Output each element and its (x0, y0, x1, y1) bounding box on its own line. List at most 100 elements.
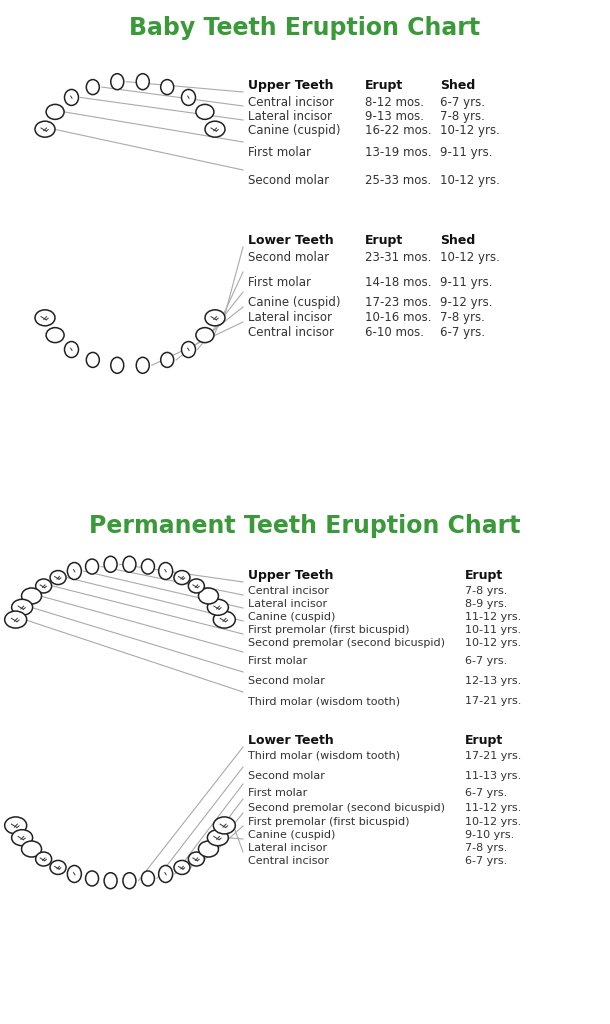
Ellipse shape (46, 104, 64, 120)
Text: First premolar (first bicuspid): First premolar (first bicuspid) (248, 625, 409, 635)
Text: 9-11 yrs.: 9-11 yrs. (440, 146, 492, 159)
Ellipse shape (188, 579, 204, 593)
Text: First premolar (first bicuspid): First premolar (first bicuspid) (248, 817, 409, 827)
Ellipse shape (111, 74, 124, 90)
Text: Upper Teeth: Upper Teeth (248, 569, 334, 582)
Text: First molar: First molar (248, 276, 311, 289)
Text: Baby Teeth Eruption Chart: Baby Teeth Eruption Chart (129, 16, 481, 40)
Text: Second premolar (second bicuspid): Second premolar (second bicuspid) (248, 803, 445, 813)
Text: 17-21 yrs.: 17-21 yrs. (465, 696, 522, 706)
Ellipse shape (67, 562, 81, 580)
Ellipse shape (86, 80, 99, 94)
Text: 6-7 yrs.: 6-7 yrs. (465, 788, 508, 798)
Ellipse shape (196, 328, 214, 343)
Text: Permanent Teeth Eruption Chart: Permanent Teeth Eruption Chart (89, 514, 521, 538)
Text: 6-10 mos.: 6-10 mos. (365, 326, 424, 339)
Ellipse shape (182, 342, 195, 357)
Text: Third molar (wisdom tooth): Third molar (wisdom tooth) (248, 696, 400, 706)
Ellipse shape (5, 817, 27, 834)
Ellipse shape (21, 588, 41, 604)
Ellipse shape (67, 865, 81, 883)
Text: 11-12 yrs.: 11-12 yrs. (465, 803, 522, 813)
Text: Lateral incisor: Lateral incisor (248, 311, 332, 324)
Ellipse shape (65, 89, 79, 105)
Text: 6-7 yrs.: 6-7 yrs. (465, 656, 508, 666)
Text: Canine (cuspid): Canine (cuspid) (248, 124, 340, 137)
Text: Second premolar (second bicuspid): Second premolar (second bicuspid) (248, 638, 445, 648)
Text: Erupt: Erupt (465, 569, 503, 582)
Text: 9-11 yrs.: 9-11 yrs. (440, 276, 492, 289)
Text: Shed: Shed (440, 234, 475, 247)
Text: 11-12 yrs.: 11-12 yrs. (465, 612, 522, 622)
Ellipse shape (214, 817, 235, 834)
Text: Central incisor: Central incisor (248, 96, 334, 109)
Text: Canine (cuspid): Canine (cuspid) (248, 296, 340, 309)
Text: 13-19 mos.: 13-19 mos. (365, 146, 431, 159)
Text: 9-12 yrs.: 9-12 yrs. (440, 296, 492, 309)
Text: 9-10 yrs.: 9-10 yrs. (465, 830, 514, 840)
Text: Second molar: Second molar (248, 771, 325, 781)
Text: Lateral incisor: Lateral incisor (248, 843, 327, 853)
Text: Central incisor: Central incisor (248, 856, 329, 866)
Ellipse shape (50, 860, 66, 874)
Ellipse shape (123, 872, 136, 889)
Text: Canine (cuspid): Canine (cuspid) (248, 830, 336, 840)
Text: 16-22 mos.: 16-22 mos. (365, 124, 432, 137)
Text: 25-33 mos.: 25-33 mos. (365, 174, 431, 187)
Text: 10-12 yrs.: 10-12 yrs. (465, 638, 522, 648)
Text: 6-7 yrs.: 6-7 yrs. (440, 326, 485, 339)
Text: 9-13 mos.: 9-13 mos. (365, 110, 424, 123)
Text: 7-8 yrs.: 7-8 yrs. (465, 586, 508, 596)
Text: 10-16 mos.: 10-16 mos. (365, 311, 431, 324)
Text: Lower Teeth: Lower Teeth (248, 234, 334, 247)
Text: 7-8 yrs.: 7-8 yrs. (440, 110, 485, 123)
Text: 7-8 yrs.: 7-8 yrs. (465, 843, 508, 853)
Ellipse shape (86, 352, 99, 368)
Text: Second molar: Second molar (248, 676, 325, 686)
Text: 14-18 mos.: 14-18 mos. (365, 276, 431, 289)
Ellipse shape (159, 865, 173, 883)
Ellipse shape (205, 310, 225, 326)
Text: 12-13 yrs.: 12-13 yrs. (465, 676, 522, 686)
Ellipse shape (35, 579, 52, 593)
Text: Second molar: Second molar (248, 251, 329, 264)
Text: Central incisor: Central incisor (248, 586, 329, 596)
Text: Upper Teeth: Upper Teeth (248, 79, 334, 92)
Ellipse shape (65, 342, 79, 357)
Text: Lateral incisor: Lateral incisor (248, 599, 327, 609)
Text: Third molar (wisdom tooth): Third molar (wisdom tooth) (248, 751, 400, 761)
Ellipse shape (46, 328, 64, 343)
Ellipse shape (142, 559, 154, 574)
Ellipse shape (35, 310, 55, 326)
Ellipse shape (12, 829, 32, 846)
Ellipse shape (35, 121, 55, 137)
Ellipse shape (104, 872, 117, 889)
Ellipse shape (136, 74, 149, 90)
Ellipse shape (174, 570, 190, 585)
Ellipse shape (188, 852, 204, 866)
Text: First molar: First molar (248, 656, 307, 666)
Text: Lower Teeth: Lower Teeth (248, 734, 334, 746)
Text: 10-12 yrs.: 10-12 yrs. (440, 251, 500, 264)
Ellipse shape (50, 570, 66, 585)
Ellipse shape (85, 559, 99, 574)
Text: 17-23 mos.: 17-23 mos. (365, 296, 431, 309)
Ellipse shape (198, 841, 218, 857)
Ellipse shape (5, 611, 27, 628)
Text: Erupt: Erupt (365, 234, 403, 247)
Ellipse shape (207, 599, 228, 615)
Ellipse shape (12, 599, 32, 615)
Ellipse shape (205, 121, 225, 137)
Ellipse shape (196, 104, 214, 120)
Ellipse shape (104, 556, 117, 572)
Text: 8-12 mos.: 8-12 mos. (365, 96, 424, 109)
Text: Shed: Shed (440, 79, 475, 92)
Ellipse shape (21, 841, 41, 857)
Text: First molar: First molar (248, 146, 311, 159)
Text: 6-7 yrs.: 6-7 yrs. (440, 96, 485, 109)
Ellipse shape (174, 860, 190, 874)
Text: Central incisor: Central incisor (248, 326, 334, 339)
Ellipse shape (123, 556, 136, 572)
Text: 23-31 mos.: 23-31 mos. (365, 251, 431, 264)
Ellipse shape (214, 611, 235, 628)
